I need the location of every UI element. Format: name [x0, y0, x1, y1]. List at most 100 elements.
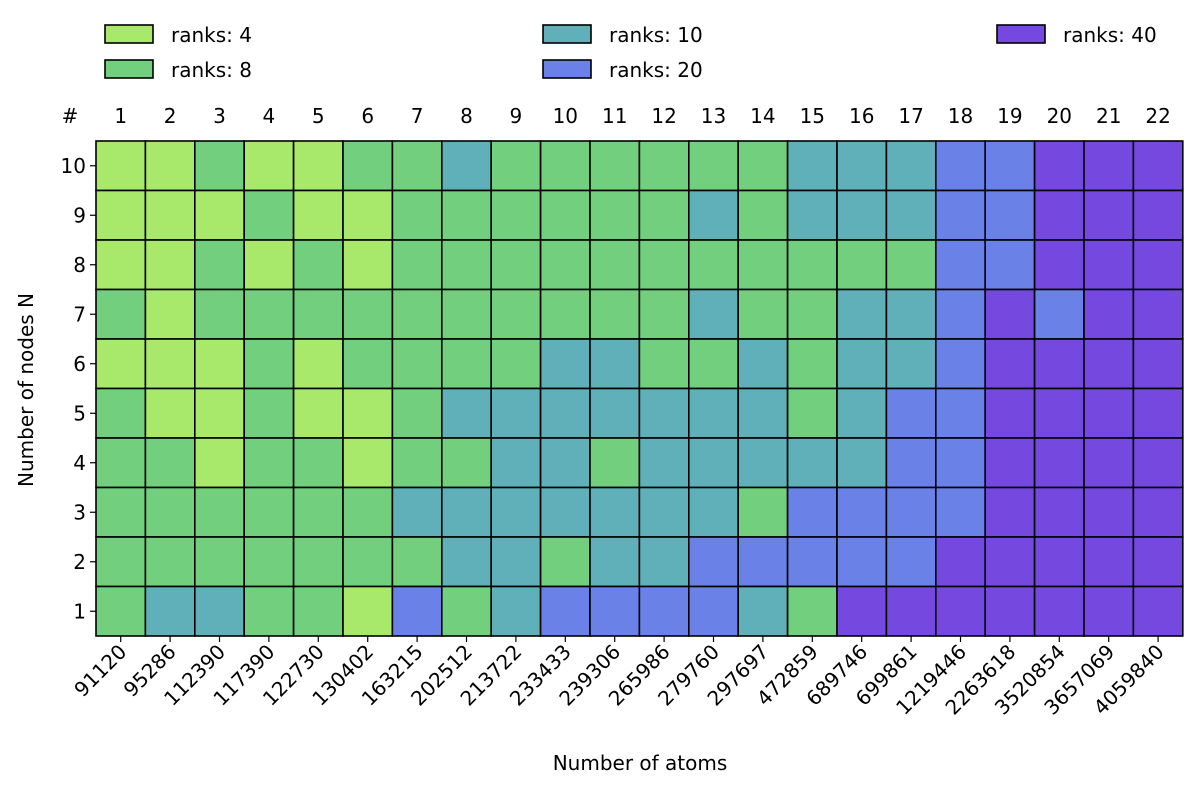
legend-label: ranks: 10 [609, 23, 703, 47]
heatmap-cell [687, 387, 739, 439]
heatmap-cell [836, 338, 888, 390]
top-tick-label: 7 [411, 104, 424, 128]
heatmap-cell [539, 338, 591, 390]
heatmap-cell [687, 338, 739, 390]
heatmap-cell [243, 338, 295, 390]
top-tick-label: 18 [948, 104, 973, 128]
heatmap-cell [934, 288, 986, 340]
heatmap-cell [786, 486, 838, 538]
heatmap-cell [243, 486, 295, 538]
heatmap-cell [836, 239, 888, 291]
heatmap-cell [292, 189, 344, 241]
heatmap-cell [589, 189, 641, 241]
top-axis: # 1 2 3 4 5 6 7 8 9 10 11 12 13 14 15 16 17 18 19 20 21 22 [62, 104, 1171, 128]
heatmap-cell [292, 338, 344, 390]
heatmap-cell [1132, 288, 1184, 340]
heatmap-cell [1132, 486, 1184, 538]
top-tick-label: 15 [800, 104, 825, 128]
heatmap-cell [885, 585, 937, 637]
heatmap-cell [292, 536, 344, 588]
y-tick-label: 9 [73, 203, 86, 227]
heatmap-cell [539, 387, 591, 439]
heatmap-cell [490, 387, 542, 439]
heatmap-cell [292, 387, 344, 439]
x-tick-label: 91120 [69, 640, 131, 702]
heatmap-cells [95, 140, 1184, 637]
heatmap-cell [984, 338, 1036, 390]
legend-label: ranks: 20 [609, 58, 703, 82]
heatmap-cell [243, 437, 295, 489]
top-tick-label: 13 [701, 104, 726, 128]
top-tick-label: 9 [510, 104, 523, 128]
heatmap-cell [885, 486, 937, 538]
heatmap-cell [737, 486, 789, 538]
heatmap-cell [490, 288, 542, 340]
heatmap-cell [440, 338, 492, 390]
legend-entry: ranks: 40 [996, 23, 1157, 47]
heatmap-cell [391, 140, 443, 192]
heatmap-cell [539, 140, 591, 192]
heatmap-cell [737, 239, 789, 291]
heatmap-cell [885, 338, 937, 390]
heatmap-cell [934, 140, 986, 192]
heatmap-cell [490, 585, 542, 637]
heatmap-cell [95, 239, 147, 291]
heatmap-cell [934, 387, 986, 439]
top-tick-label: 1 [114, 104, 127, 128]
legend: ranks: 4 ranks: 8 ranks: 10 ranks: 20 ranks:… [104, 23, 1157, 82]
top-tick-label: 5 [312, 104, 325, 128]
y-tick-label: 1 [73, 599, 86, 623]
heatmap-cell [391, 338, 443, 390]
heatmap-cell [687, 239, 739, 291]
heatmap-cell [836, 585, 888, 637]
legend-entry: ranks: 10 [542, 23, 703, 47]
legend-entry: ranks: 8 [104, 58, 252, 82]
y-tick-label: 2 [73, 550, 86, 574]
heatmap-cell [95, 140, 147, 192]
heatmap-cell [342, 189, 394, 241]
heatmap-cell [737, 387, 789, 439]
heatmap-cell [836, 288, 888, 340]
y-axis-title: Number of nodes N [14, 293, 38, 487]
legend-entry: ranks: 20 [542, 58, 703, 82]
heatmap-cell [1083, 338, 1135, 390]
top-tick-label: 2 [164, 104, 177, 128]
y-tick-label: 8 [73, 253, 86, 277]
heatmap-cell [440, 387, 492, 439]
heatmap-cell [1033, 486, 1085, 538]
heatmap-cell [194, 387, 246, 439]
legend-swatch [104, 24, 154, 44]
top-axis-label: # [62, 104, 79, 128]
heatmap-cell [292, 288, 344, 340]
y-tick-label: 4 [73, 451, 86, 475]
heatmap-cell [885, 239, 937, 291]
heatmap-cell [1132, 387, 1184, 439]
y-tick-label: 10 [61, 154, 86, 178]
heatmap-cell [1132, 585, 1184, 637]
legend-swatch [542, 24, 592, 44]
y-tick-label: 3 [73, 500, 86, 524]
heatmap-cell [638, 140, 690, 192]
heatmap-cell [1033, 338, 1085, 390]
heatmap-cell [786, 437, 838, 489]
heatmap-cell [342, 338, 394, 390]
heatmap-cell [984, 536, 1036, 588]
heatmap-cell [885, 288, 937, 340]
legend-swatch [542, 59, 592, 79]
heatmap-cell [638, 387, 690, 439]
heatmap-cell [342, 437, 394, 489]
heatmap-cell [1083, 536, 1135, 588]
heatmap-cell [1132, 338, 1184, 390]
heatmap-cell [144, 239, 196, 291]
heatmap-cell [1083, 239, 1135, 291]
heatmap-cell [984, 189, 1036, 241]
heatmap-cell [243, 536, 295, 588]
legend-swatch [996, 24, 1046, 44]
heatmap-cell [1033, 585, 1085, 637]
heatmap-cell [194, 189, 246, 241]
heatmap-cell [934, 189, 986, 241]
heatmap-cell [1083, 585, 1135, 637]
heatmap-cell [144, 437, 196, 489]
heatmap-cell [440, 585, 492, 637]
heatmap-cell [589, 536, 641, 588]
